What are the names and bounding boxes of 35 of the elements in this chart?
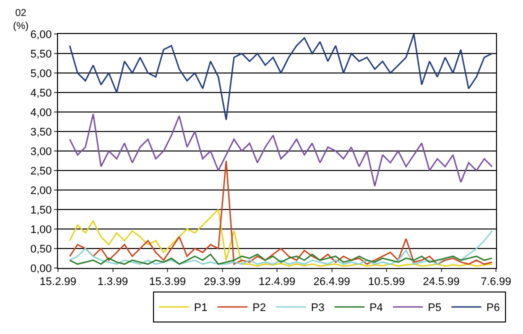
- y-tick-label: 5,50: [30, 48, 52, 60]
- line-series: [69, 113, 493, 187]
- y-tick-label: 3,00: [30, 146, 52, 158]
- legend-label: P2: [252, 302, 266, 314]
- line-series: [69, 254, 493, 265]
- x-tick-label: 10.5.99: [368, 276, 405, 288]
- y-tick-label: 1,00: [30, 224, 52, 236]
- line-series: [69, 160, 493, 265]
- x-tick-label: 26.4.99: [313, 276, 350, 288]
- legend-label: P1: [194, 302, 208, 314]
- y-tick-label: 4,00: [30, 106, 52, 119]
- legend-label: P3: [310, 302, 324, 314]
- legend-label: P5: [428, 302, 442, 314]
- y-tick-label: 2,00: [30, 184, 52, 197]
- x-tick-label: 7.6.99: [480, 276, 512, 288]
- y-tick-label: 0,00: [30, 262, 52, 275]
- y-tick-label: 4,50: [30, 87, 52, 100]
- y-tick-label: 1,50: [30, 204, 52, 216]
- x-tick-label: 29.3.99: [204, 276, 241, 288]
- legend-label: P6: [486, 302, 500, 314]
- x-tick-label: 15.3.99: [149, 276, 186, 288]
- line-series: [69, 230, 493, 265]
- x-tick-label: 12.4.99: [258, 276, 296, 288]
- line-series: [69, 208, 493, 267]
- y-tick-label: 0,50: [30, 243, 52, 256]
- y-tick-label: 6,00: [30, 28, 52, 41]
- y-tick-label: 5,00: [30, 68, 52, 80]
- y-tick-label: 3,50: [30, 126, 52, 138]
- line-series: [69, 34, 493, 120]
- legend-label: P4: [369, 302, 383, 314]
- y-tick-label: 2,50: [30, 165, 52, 178]
- y-axis-title: 02 (%): [13, 8, 29, 32]
- x-tick-label: 15.2.99: [40, 276, 76, 288]
- x-tick-label: 1.3.99: [97, 276, 128, 288]
- x-tick-label: 24.5.99: [422, 276, 460, 288]
